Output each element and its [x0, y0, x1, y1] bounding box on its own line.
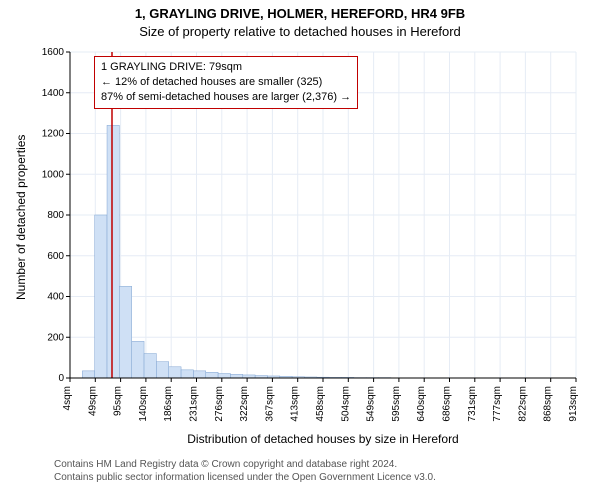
svg-text:322sqm: 322sqm [239, 386, 250, 422]
svg-text:1400: 1400 [42, 88, 65, 99]
svg-text:367sqm: 367sqm [264, 386, 275, 422]
attribution-footer: Contains HM Land Registry data © Crown c… [54, 458, 436, 484]
svg-text:731sqm: 731sqm [467, 386, 478, 422]
svg-text:913sqm: 913sqm [568, 386, 579, 422]
svg-text:800: 800 [47, 210, 64, 221]
svg-text:458sqm: 458sqm [315, 386, 326, 422]
svg-text:400: 400 [47, 292, 64, 303]
x-axis-label: Distribution of detached houses by size … [70, 432, 576, 446]
svg-text:1600: 1600 [42, 47, 65, 58]
svg-text:822sqm: 822sqm [517, 386, 528, 422]
svg-text:276sqm: 276sqm [214, 386, 225, 422]
svg-text:504sqm: 504sqm [340, 386, 351, 422]
svg-text:1200: 1200 [42, 129, 65, 140]
svg-text:231sqm: 231sqm [189, 386, 200, 422]
svg-text:4sqm: 4sqm [62, 386, 73, 410]
svg-text:600: 600 [47, 251, 64, 262]
svg-text:595sqm: 595sqm [391, 386, 402, 422]
annotation-line-3: 87% of semi-detached houses are larger (… [101, 90, 351, 105]
svg-text:777sqm: 777sqm [492, 386, 503, 422]
svg-text:640sqm: 640sqm [416, 386, 427, 422]
svg-text:686sqm: 686sqm [442, 386, 453, 422]
svg-text:413sqm: 413sqm [290, 386, 301, 422]
svg-text:549sqm: 549sqm [366, 386, 377, 422]
svg-text:1000: 1000 [42, 169, 65, 180]
annotation-line-1: 1 GRAYLING DRIVE: 79sqm [101, 60, 351, 75]
svg-text:200: 200 [47, 332, 64, 343]
marker-annotation-box: 1 GRAYLING DRIVE: 79sqm ← 12% of detache… [94, 56, 358, 109]
svg-text:140sqm: 140sqm [138, 386, 149, 422]
annotation-line-2: ← 12% of detached houses are smaller (32… [101, 75, 351, 90]
footer-line-1: Contains HM Land Registry data © Crown c… [54, 458, 436, 471]
svg-text:0: 0 [58, 373, 64, 384]
svg-text:868sqm: 868sqm [543, 386, 554, 422]
svg-text:49sqm: 49sqm [87, 386, 98, 416]
footer-line-2: Contains public sector information licen… [54, 471, 436, 484]
svg-text:186sqm: 186sqm [163, 386, 174, 422]
svg-text:95sqm: 95sqm [113, 386, 124, 416]
